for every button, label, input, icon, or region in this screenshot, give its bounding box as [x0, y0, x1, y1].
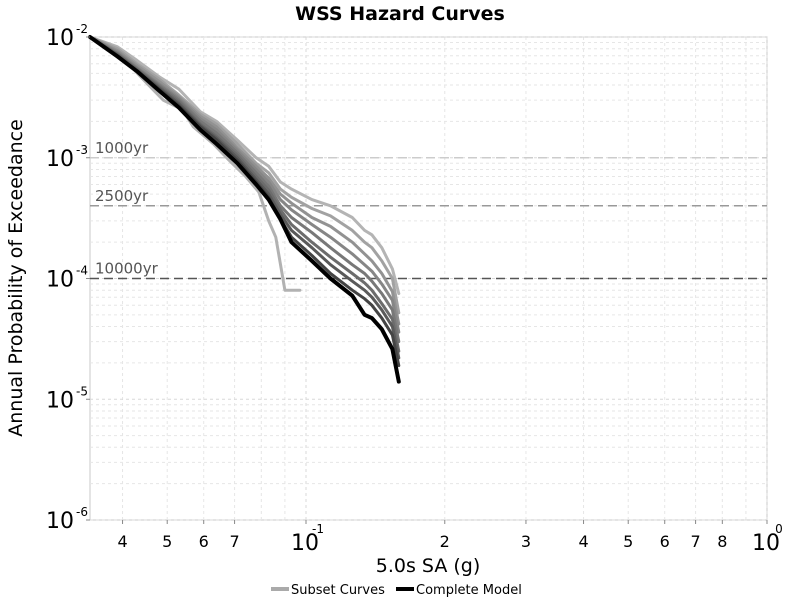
y-axis-label: Annual Probability of Exceedance	[5, 119, 27, 437]
x-tick-label: 10	[752, 531, 780, 556]
x-tick-label: 5	[623, 532, 633, 551]
hazard-curve-3	[88, 35, 401, 315]
x-tick-label: 6	[199, 532, 209, 551]
x-tick-label: 3	[521, 532, 531, 551]
legend-item-label: Complete Model	[416, 583, 522, 598]
x-axis-ticks: 4 5 6 7 10-12 3 4 5 6 7 8 100	[117, 520, 783, 556]
chart-title: WSS Hazard Curves	[295, 3, 505, 25]
x-tick-label: 2	[440, 532, 450, 551]
hazard-curve-10	[88, 35, 401, 384]
y-axis-ticks: 10-210-310-410-510-6	[46, 22, 90, 534]
reference-lines: 1000yr 2500yr 10000yr	[90, 139, 767, 280]
x-tick-label: 7	[229, 532, 239, 551]
x-tick-label: 10	[291, 531, 319, 556]
y-tick-exponent: -2	[76, 22, 88, 36]
hazard-curve-2	[88, 35, 401, 296]
legend: Subset Curves Complete Model	[271, 583, 522, 598]
reference-line-label: 1000yr	[95, 139, 149, 157]
x-tick-exponent: -1	[312, 522, 324, 536]
y-tick-label: 10	[46, 509, 74, 534]
reference-line-label: 10000yr	[95, 260, 159, 278]
x-tick-label: 6	[660, 532, 670, 551]
legend-item-label: Subset Curves	[291, 583, 385, 598]
y-tick-exponent: -5	[76, 384, 88, 398]
y-tick-exponent: -6	[76, 505, 88, 519]
x-tick-label: 4	[578, 532, 588, 551]
y-tick-label: 10	[46, 147, 74, 172]
x-tick-label: 4	[117, 532, 127, 551]
x-axis-label: 5.0s SA (g)	[376, 555, 481, 577]
y-tick-label: 10	[46, 388, 74, 413]
reference-line-label: 2500yr	[95, 187, 149, 205]
y-tick-label: 10	[46, 26, 74, 51]
y-tick-label: 10	[46, 268, 74, 293]
x-tick-label: 8	[717, 532, 727, 551]
hazard-curve-4	[88, 35, 401, 326]
hazard-curves	[88, 35, 401, 384]
y-tick-exponent: -4	[76, 264, 88, 278]
y-tick-exponent: -3	[76, 143, 88, 157]
x-tick-label: 5	[162, 532, 172, 551]
x-tick-exponent: 0	[775, 522, 783, 536]
x-tick-label: 7	[690, 532, 700, 551]
